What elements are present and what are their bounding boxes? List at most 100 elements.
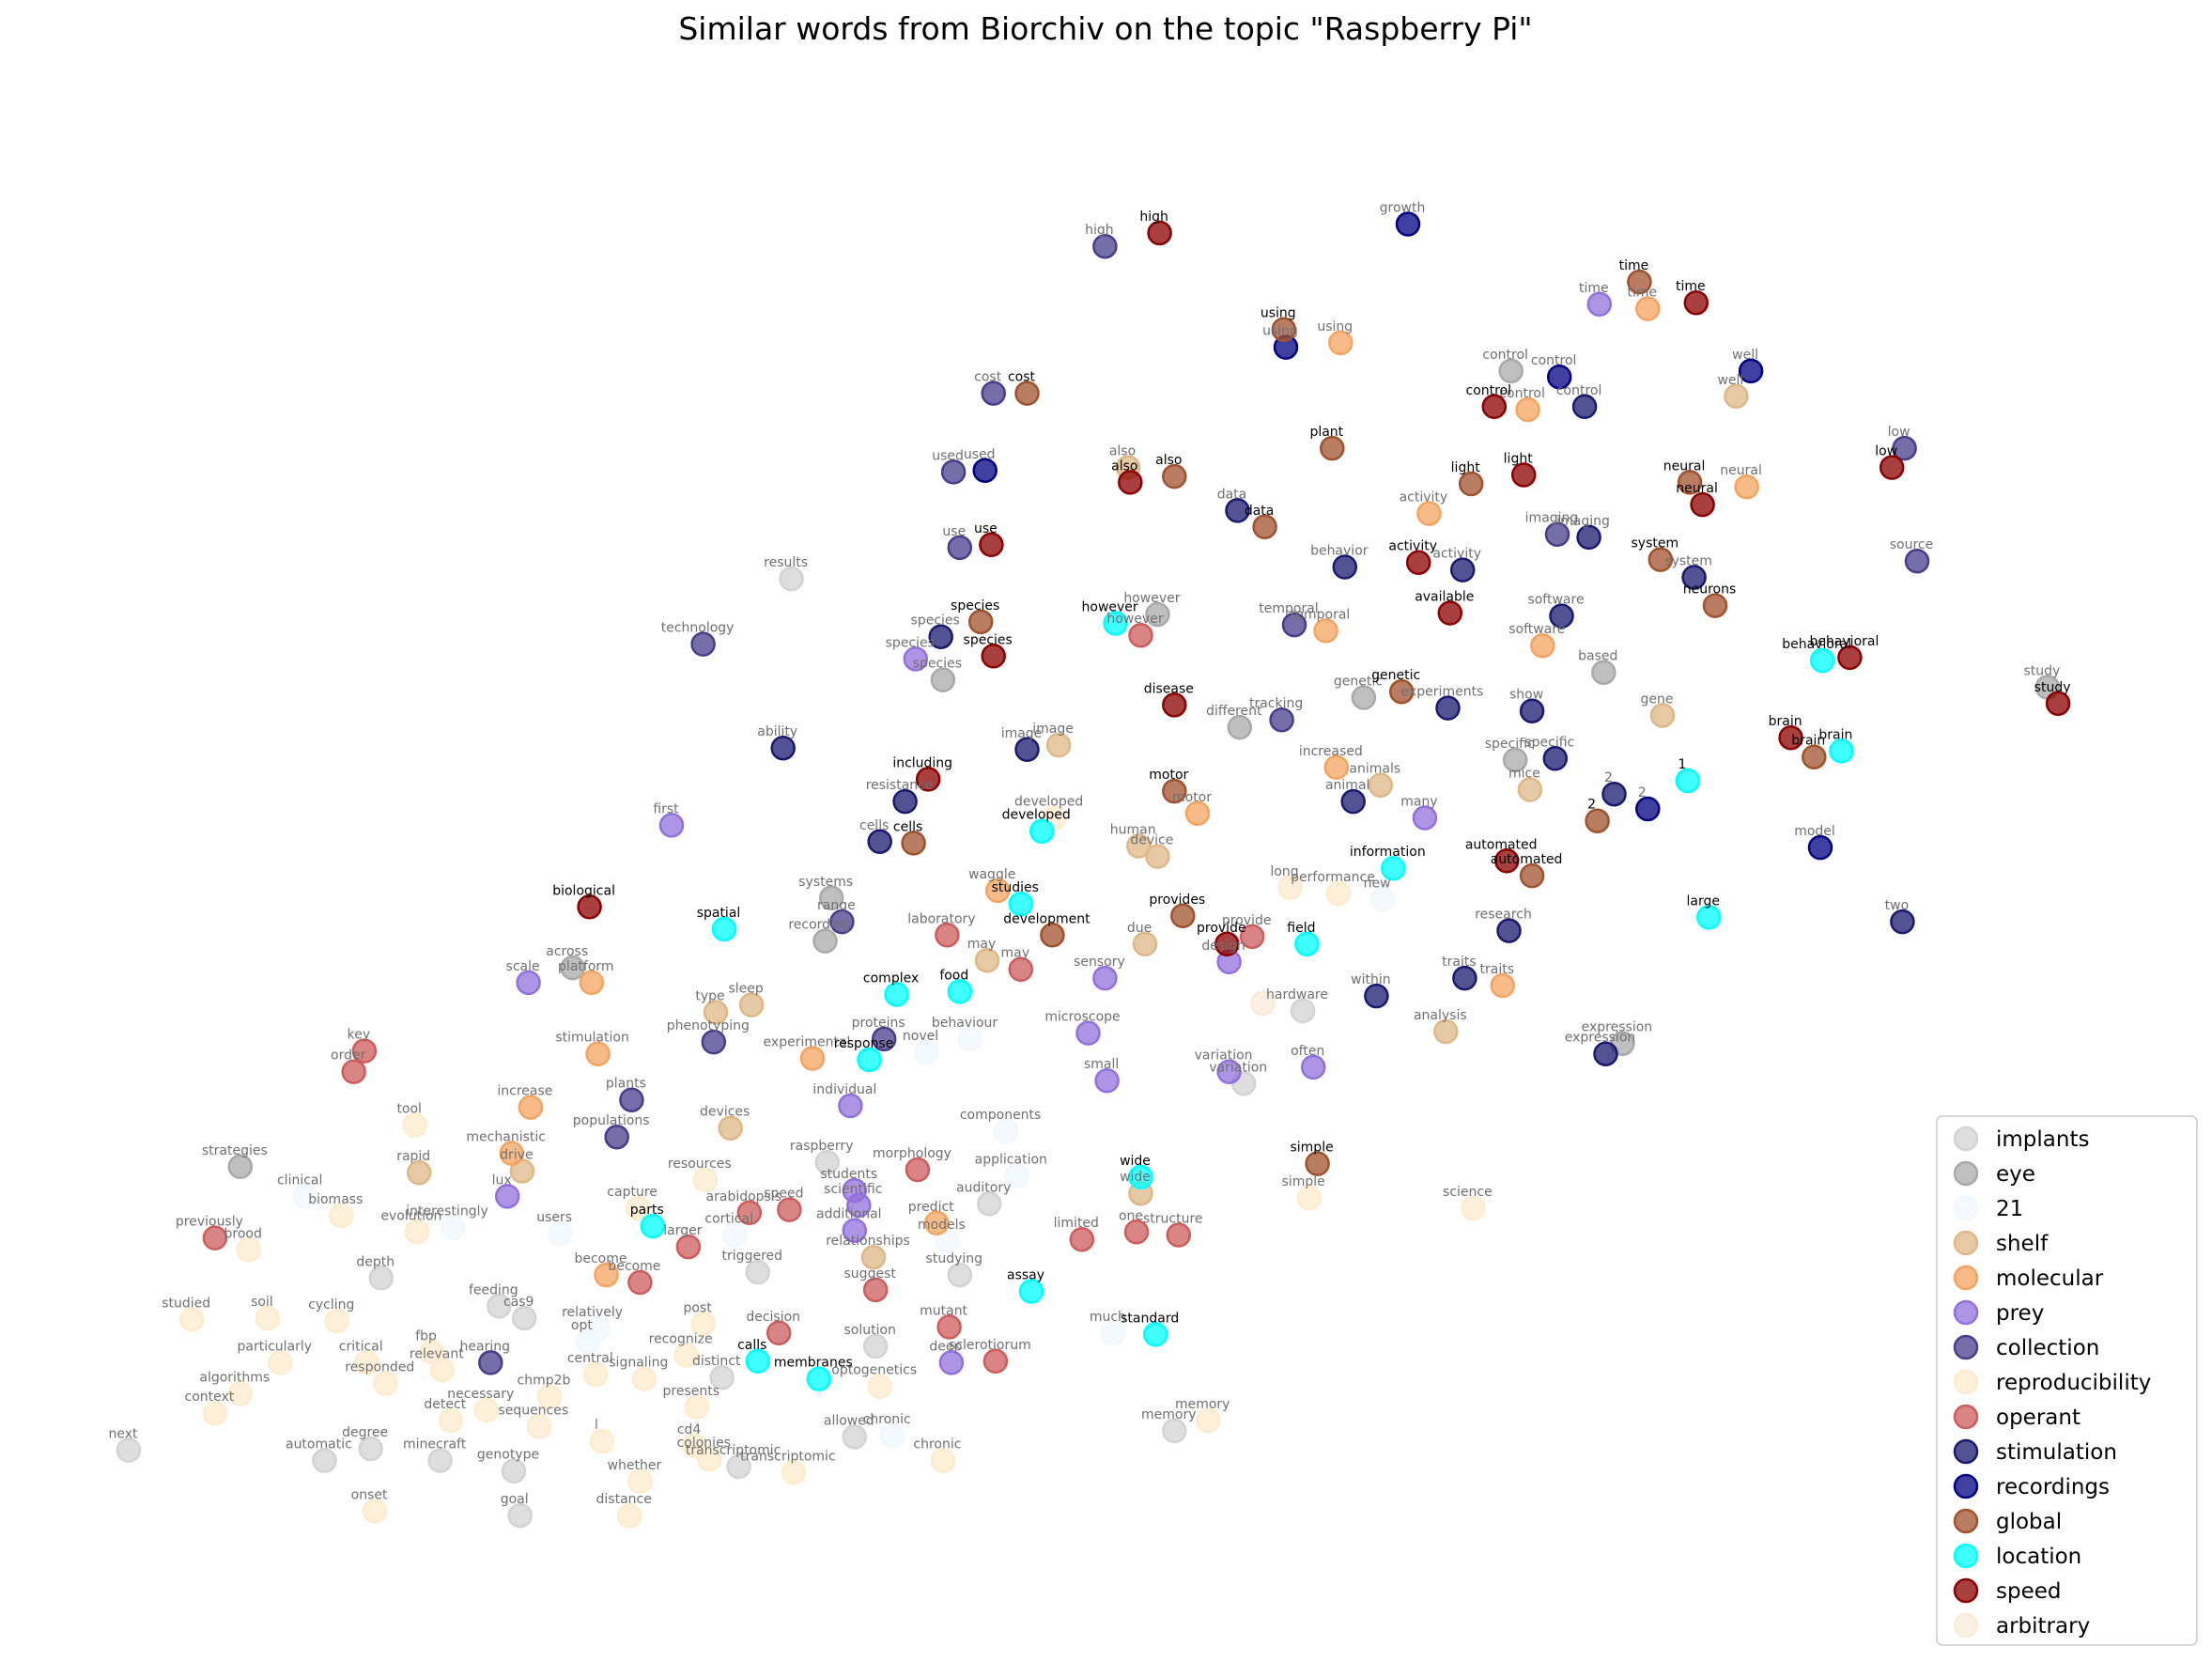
point-reproducibility <box>625 1195 651 1221</box>
point-speed <box>1147 220 1172 246</box>
point-collection <box>947 535 973 561</box>
point-collection <box>619 1087 644 1112</box>
point-21 <box>993 1118 1019 1144</box>
point-label: minecraft <box>403 1437 467 1452</box>
legend-marker-shelf <box>1953 1230 1979 1256</box>
point-molecular <box>799 1046 826 1071</box>
point-label: large <box>1687 893 1720 909</box>
point-label: 2 <box>1638 785 1647 800</box>
point-stimulation <box>1452 965 1477 991</box>
point-label: 1 <box>1678 757 1686 772</box>
point-label: cells <box>859 818 889 833</box>
point-label: cost <box>974 370 1002 385</box>
legend-marker-stimulation <box>1953 1438 1979 1465</box>
point-operant <box>766 1320 792 1346</box>
point-label: structure <box>1143 1212 1203 1227</box>
point-label: studying <box>926 1251 982 1266</box>
point-global <box>1677 470 1703 495</box>
point-label: control <box>1499 386 1545 401</box>
point-label: cycling <box>308 1297 354 1313</box>
point-label: hearing <box>460 1339 510 1354</box>
point-speed <box>1837 645 1863 671</box>
point-location <box>640 1213 666 1239</box>
point-molecular <box>1635 296 1661 321</box>
point-label: cells <box>893 819 922 834</box>
point-global <box>1271 317 1297 342</box>
point-label: high <box>1085 223 1114 238</box>
point-label: evolution <box>380 1208 441 1223</box>
point-label: genetic <box>1371 668 1420 683</box>
point-shelf <box>1517 777 1543 802</box>
point-label: performance <box>1291 870 1375 885</box>
point-label: drive <box>500 1148 533 1163</box>
point-operant <box>627 1269 653 1296</box>
point-reproducibility <box>673 1343 699 1368</box>
point-reproducibility <box>616 1502 642 1529</box>
point-label: two <box>1885 898 1910 913</box>
point-label: whether <box>608 1458 662 1473</box>
legend-label-molecular: molecular <box>1996 1266 2104 1291</box>
point-molecular <box>1734 474 1759 500</box>
point-label: image <box>1001 726 1043 741</box>
point-label: species <box>911 614 960 629</box>
point-label: motor <box>1172 790 1212 805</box>
point-reproducibility <box>402 1112 427 1138</box>
point-label: behavioral <box>1809 634 1879 649</box>
point-label: science <box>1443 1185 1493 1200</box>
point-label: scale <box>506 959 540 974</box>
point-label: increase <box>497 1084 552 1099</box>
point-label: light <box>1504 452 1534 467</box>
point-label: particularly <box>238 1339 313 1354</box>
point-label: components <box>960 1108 1042 1123</box>
point-label: assay <box>1007 1268 1044 1283</box>
legend-label-operant: operant <box>1996 1406 2081 1430</box>
legend-marker-speed <box>1953 1577 1979 1604</box>
legend-marker-prey <box>1953 1299 1979 1326</box>
point-molecular <box>1515 396 1540 423</box>
point-label: available <box>1415 590 1474 605</box>
point-speed <box>1690 491 1715 518</box>
point-label: laboratory <box>907 911 975 926</box>
point-label: fbp <box>415 1328 437 1344</box>
point-label: variation <box>1195 1048 1253 1064</box>
point-label: activity <box>1432 547 1481 562</box>
point-molecular <box>499 1141 524 1166</box>
point-implants <box>427 1448 453 1473</box>
point-shelf <box>1649 703 1676 728</box>
point-label: opt <box>571 1318 593 1333</box>
point-label: provide <box>1197 921 1246 936</box>
point-label: l <box>595 1418 598 1433</box>
point-label: systems <box>798 875 853 890</box>
point-molecular <box>579 970 605 996</box>
point-global <box>1040 923 1065 948</box>
point-operant <box>1128 622 1153 648</box>
point-reproducibility <box>697 1446 722 1472</box>
point-label: software <box>1527 593 1584 608</box>
point-global <box>1519 862 1545 889</box>
point-label: model <box>1794 824 1835 839</box>
point-global <box>1162 463 1187 489</box>
point-label: calls <box>737 1338 766 1353</box>
point-eye <box>1502 747 1528 773</box>
point-reproducibility <box>438 1407 464 1434</box>
point-label: time <box>1676 279 1706 294</box>
point-stimulation <box>1549 603 1574 629</box>
point-location <box>1029 818 1055 844</box>
point-label: sequences <box>498 1403 568 1418</box>
point-implants <box>779 566 804 592</box>
point-label: used <box>964 447 996 462</box>
point-label: human <box>1110 823 1156 838</box>
point-reproducibility <box>1325 880 1352 907</box>
point-reproducibility <box>1277 875 1303 901</box>
point-reproducibility <box>404 1219 430 1245</box>
point-molecular <box>518 1095 544 1120</box>
point-21 <box>1369 887 1396 912</box>
point-global <box>1458 471 1484 497</box>
point-label: also <box>1111 458 1137 474</box>
point-reproducibility <box>631 1366 657 1391</box>
point-shelf <box>1145 844 1170 869</box>
legend-label-collection: collection <box>1996 1336 2099 1360</box>
point-label: proteins <box>852 1016 905 1031</box>
point-label: system <box>1664 554 1712 569</box>
